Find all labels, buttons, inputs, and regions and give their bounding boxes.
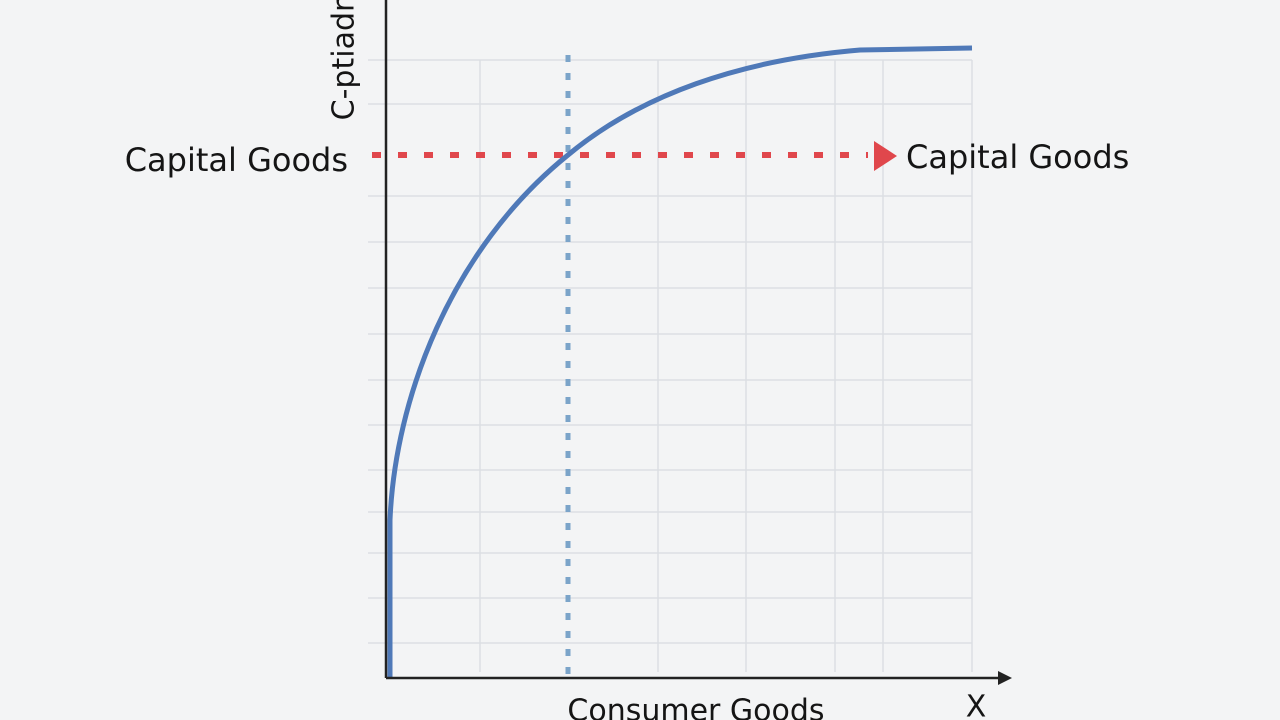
x-axis-arrow (998, 671, 1012, 685)
annotation-left: Capital Goods (125, 141, 348, 179)
y-axis-label: C-ptiadr (327, 0, 362, 120)
curve (387, 45, 973, 678)
arrowhead (874, 141, 897, 171)
x-axis-label: Consumer Goods (567, 694, 824, 720)
x-axis-end-label: X (966, 690, 987, 720)
annotation-right: Capital Goods (906, 138, 1129, 176)
grid (368, 59, 973, 672)
